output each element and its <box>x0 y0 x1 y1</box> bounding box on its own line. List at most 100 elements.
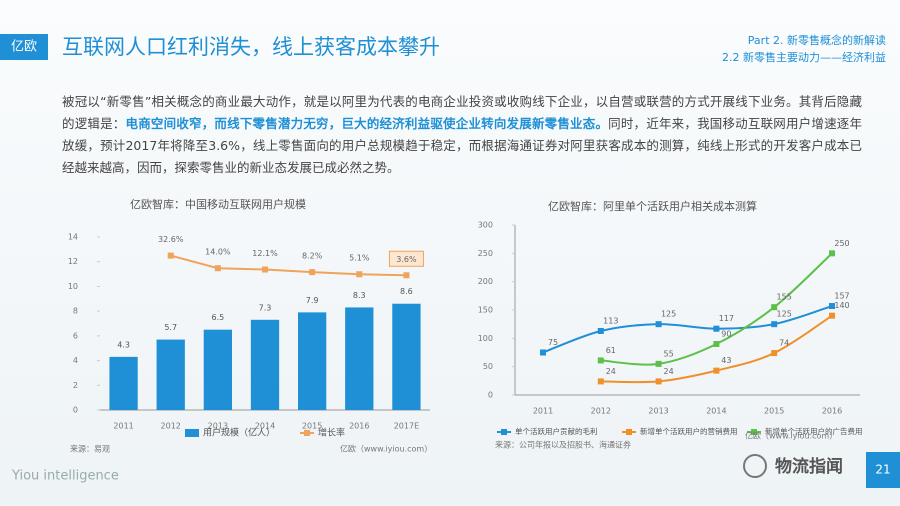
y-tick-label: 50 <box>483 362 493 371</box>
value-label: 113 <box>603 316 618 325</box>
value-label: 43 <box>721 356 731 365</box>
value-label: 90 <box>721 330 731 339</box>
value-label: 7.9 <box>306 296 319 305</box>
x-tick-label: 2014 <box>706 407 726 416</box>
value-label: 74 <box>779 339 789 348</box>
y-tick-label: 4 <box>73 356 78 365</box>
value-label: 3.6% <box>396 255 417 264</box>
value-label: 5.1% <box>349 254 370 263</box>
source: 来源：易观 <box>70 445 110 454</box>
value-label: 140 <box>834 301 849 310</box>
value-label: 7.3 <box>259 303 272 312</box>
value-label: 125 <box>777 310 792 319</box>
title: 互联网人口红利消失，线上获客成本攀升 <box>62 35 440 59</box>
point <box>262 266 268 273</box>
value-label: 8.2% <box>302 252 323 261</box>
watermark: 物流指闻 <box>775 456 843 477</box>
value-label: 61 <box>606 346 616 355</box>
y-tick-label: 2 <box>73 381 78 390</box>
bar <box>203 329 232 410</box>
point <box>771 304 778 311</box>
y-tick-label: 10 <box>68 282 78 291</box>
value-label: 24 <box>664 367 674 376</box>
y-tick-label: 8 <box>73 307 78 316</box>
logo-box <box>0 34 48 60</box>
value-label: 4.3 <box>117 340 130 349</box>
x-tick-label: 2011 <box>113 422 133 431</box>
value-label: 155 <box>777 293 792 302</box>
value-label: 32.6% <box>158 235 184 244</box>
x-tick-label: 2013 <box>208 422 228 431</box>
point <box>713 341 720 347</box>
legend-label: 新增单个活跃用户的营销费用 <box>640 426 738 436</box>
x-tick-label: 2013 <box>648 407 668 416</box>
x-tick-label: 2014 <box>255 422 275 431</box>
brand: Yiou intelligence <box>11 469 119 484</box>
legend-swatch <box>185 429 199 437</box>
value-label: 14.0% <box>205 248 231 257</box>
point <box>829 312 835 319</box>
point <box>771 321 778 328</box>
y-tick-label: 300 <box>478 221 493 230</box>
y-tick-label: 6 <box>73 331 78 340</box>
legend-marker <box>501 429 507 435</box>
legend-marker <box>304 430 310 436</box>
bar <box>345 307 374 410</box>
point <box>771 350 778 357</box>
x-tick-label: 2017E <box>394 422 419 431</box>
value-label: 5.7 <box>164 323 177 332</box>
credit: 亿欧（www.iyiou.com） <box>340 444 432 454</box>
point <box>655 321 662 328</box>
legend-label: 新增单个活跃用户的广告费用 <box>765 426 863 436</box>
page-number: 21 <box>875 463 890 477</box>
intro: 被冠以“新零售”相关概念的商业最大动作，就是以阿里为代表的电商企业投资或收购线下… <box>62 94 862 131</box>
y-tick-label: 12 <box>68 257 78 266</box>
value-label: 6.5 <box>211 313 224 322</box>
legend-marker <box>751 429 757 435</box>
point <box>829 250 835 257</box>
value-label: 12.1% <box>252 249 278 258</box>
x-tick-label: 2016 <box>349 422 369 431</box>
x-tick-label: 2011 <box>533 407 553 416</box>
logo: 亿欧 <box>11 40 37 55</box>
bar <box>298 312 327 410</box>
bar <box>250 319 280 410</box>
value-label: 24 <box>606 367 616 376</box>
point <box>655 378 662 385</box>
part: Part 2. 新零售概念的新解读 <box>748 33 886 47</box>
point <box>597 378 604 385</box>
x-tick-label: 2015 <box>302 422 322 431</box>
y-tick-label: 150 <box>478 306 493 315</box>
value-label: 8.3 <box>353 291 366 300</box>
point <box>214 265 221 272</box>
y-tick-label: 250 <box>478 249 493 258</box>
y-tick-label: 14 <box>68 233 78 242</box>
point <box>829 303 835 310</box>
value-label: 8.6 <box>400 287 413 296</box>
y-tick-label: 0 <box>73 406 78 415</box>
legend-label: 增长率 <box>318 427 345 439</box>
rest: 同时，近年来，我国移动互联网用户增速逐年放缓，预计2017年将降至3.6%，线上… <box>62 116 862 175</box>
point <box>597 327 604 334</box>
y-tick-label: 200 <box>478 277 493 286</box>
point <box>309 269 316 276</box>
y-tick-label: 100 <box>478 334 493 343</box>
x-tick-label: 2015 <box>764 407 784 416</box>
point <box>356 271 363 278</box>
legend-label: 用户规模（亿人） <box>203 427 275 439</box>
line <box>542 305 833 354</box>
source: 来源：公司年报以及招股书、海通证券 <box>495 440 631 450</box>
x-tick-label: 2012 <box>591 407 611 416</box>
point <box>597 357 604 364</box>
point <box>167 252 174 259</box>
point <box>655 360 662 367</box>
x-tick-label: 2016 <box>822 407 842 416</box>
wechat-icon <box>743 454 767 478</box>
credit: 亿欧（www.iyiou.com） <box>745 431 837 441</box>
point <box>713 367 720 374</box>
page-box <box>866 452 900 488</box>
value-label: 117 <box>719 314 734 323</box>
line <box>600 252 833 366</box>
